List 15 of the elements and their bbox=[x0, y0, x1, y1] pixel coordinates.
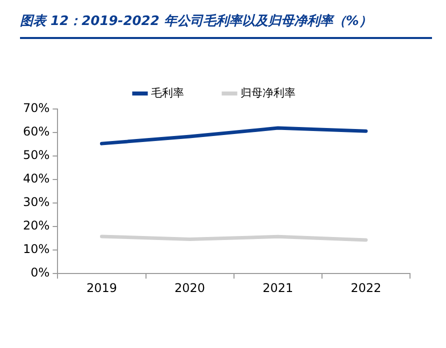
y-tick-label: 70% bbox=[23, 101, 50, 116]
y-tick-label: 30% bbox=[23, 195, 50, 210]
y-tick-label: 60% bbox=[23, 124, 50, 139]
x-tick-label: 2020 bbox=[174, 280, 206, 295]
x-tick-label: 2021 bbox=[262, 280, 294, 295]
chart-title: 图表 12：2019-2022 年公司毛利率以及归母净利率（%） bbox=[20, 12, 372, 30]
legend-label: 归母净利率 bbox=[240, 86, 296, 100]
y-tick-label: 20% bbox=[23, 218, 50, 233]
y-tick-label: 40% bbox=[23, 172, 50, 186]
x-tick-label: 2022 bbox=[350, 280, 382, 295]
legend-label: 毛利率 bbox=[151, 86, 184, 100]
y-tick-label: 50% bbox=[23, 148, 50, 162]
y-tick-label: 10% bbox=[23, 242, 50, 256]
x-tick-label: 2019 bbox=[86, 280, 117, 295]
y-tick-label: 0% bbox=[30, 266, 50, 280]
